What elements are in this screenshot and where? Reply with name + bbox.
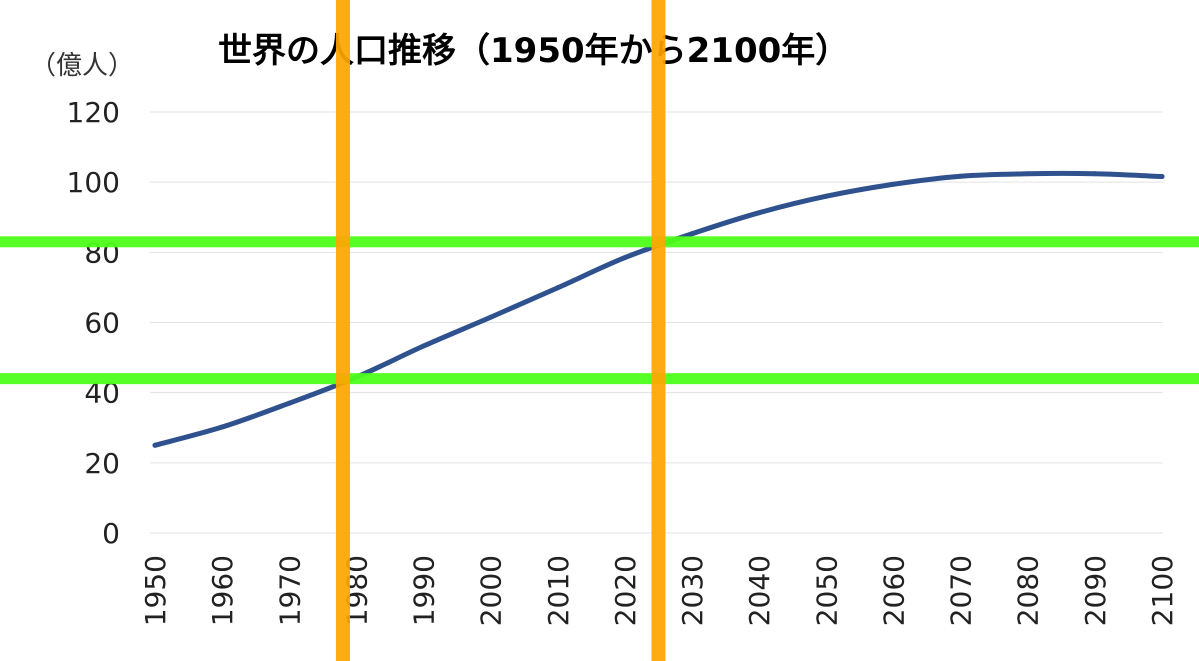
data-point-2060 bbox=[890, 181, 896, 187]
x-tick-label: 2040 bbox=[743, 555, 776, 626]
y-tick-label: 120 bbox=[67, 96, 120, 129]
x-tick-label: 2010 bbox=[542, 555, 575, 626]
x-tick-label: 2020 bbox=[609, 555, 642, 626]
y-tick-label: 20 bbox=[84, 447, 120, 480]
x-tick-label: 2030 bbox=[676, 555, 709, 626]
chart-title: 世界の人口推移（1950年から2100年） bbox=[218, 31, 849, 71]
x-tick-label: 1970 bbox=[273, 555, 306, 626]
x-tick-label: 2090 bbox=[1079, 555, 1112, 626]
x-tick-label: 2070 bbox=[945, 555, 978, 626]
data-point-2090 bbox=[1092, 171, 1098, 177]
x-tick-label: 1950 bbox=[139, 555, 172, 626]
data-point-1990 bbox=[421, 343, 427, 349]
data-point-2100 bbox=[1159, 174, 1165, 180]
y-tick-label: 0 bbox=[102, 517, 120, 550]
x-tick-label: 2000 bbox=[475, 555, 508, 626]
green-highlight-line-83 bbox=[0, 236, 1199, 248]
data-point-2030 bbox=[689, 231, 695, 237]
data-point-2080 bbox=[1025, 171, 1031, 177]
x-tick-label: 1960 bbox=[206, 555, 239, 626]
x-tick-label: 2060 bbox=[877, 555, 910, 626]
green-highlight-line-44 bbox=[0, 373, 1199, 385]
data-point-2070 bbox=[958, 173, 964, 179]
x-tick-label: 2050 bbox=[810, 555, 843, 626]
orange-highlight-line-2025 bbox=[651, 0, 666, 661]
data-point-1950 bbox=[152, 442, 158, 448]
data-point-2010 bbox=[555, 285, 561, 291]
data-point-2020 bbox=[622, 255, 628, 261]
x-tick-label: 2100 bbox=[1146, 555, 1179, 626]
data-point-2000 bbox=[488, 314, 494, 320]
x-tick-label: 2080 bbox=[1012, 555, 1045, 626]
y-tick-label: 60 bbox=[84, 307, 120, 340]
y-tick-label: 100 bbox=[67, 166, 120, 199]
x-tick-label: 1990 bbox=[408, 555, 441, 626]
data-point-2040 bbox=[756, 210, 762, 216]
data-point-1960 bbox=[219, 424, 225, 430]
data-point-1970 bbox=[286, 400, 292, 406]
y-unit-label: （億人） bbox=[30, 51, 134, 81]
data-point-2050 bbox=[823, 193, 829, 199]
orange-highlight-line-1978 bbox=[335, 0, 350, 661]
